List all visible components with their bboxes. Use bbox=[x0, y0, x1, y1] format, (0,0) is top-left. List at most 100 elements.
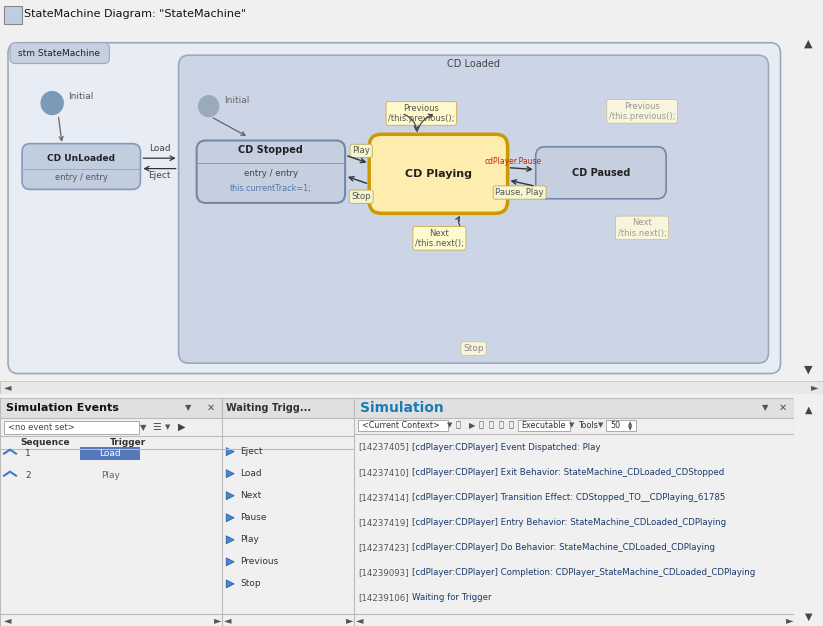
Text: Previous
/this.previous();: Previous /this.previous(); bbox=[609, 101, 675, 121]
Text: [cdPlayer:CDPlayer] Event Dispatched: Play: [cdPlayer:CDPlayer] Event Dispatched: Pl… bbox=[412, 443, 601, 451]
Text: Load: Load bbox=[149, 144, 170, 153]
FancyBboxPatch shape bbox=[22, 143, 141, 190]
Text: Stop: Stop bbox=[463, 344, 484, 353]
Text: ▼: ▼ bbox=[805, 612, 812, 622]
Text: entry / entry: entry / entry bbox=[244, 169, 298, 178]
Text: [14237410]: [14237410] bbox=[358, 468, 409, 476]
FancyBboxPatch shape bbox=[10, 43, 109, 64]
Text: ◄: ◄ bbox=[356, 615, 364, 625]
Text: Play: Play bbox=[100, 471, 119, 480]
Text: [14239093]: [14239093] bbox=[358, 568, 408, 577]
Text: ►: ► bbox=[811, 382, 819, 393]
Text: <no event set>: <no event set> bbox=[8, 423, 75, 431]
Text: <Current Context>: <Current Context> bbox=[362, 421, 439, 429]
FancyBboxPatch shape bbox=[8, 43, 780, 374]
Polygon shape bbox=[226, 580, 235, 588]
Text: [14237414]: [14237414] bbox=[358, 493, 409, 501]
Text: Tools: Tools bbox=[578, 421, 597, 429]
Text: CD Paused: CD Paused bbox=[572, 168, 630, 178]
Text: Waiting Trigg...: Waiting Trigg... bbox=[226, 403, 311, 413]
Text: 2: 2 bbox=[25, 471, 30, 480]
FancyBboxPatch shape bbox=[358, 419, 448, 431]
Text: ◄: ◄ bbox=[224, 615, 232, 625]
Text: [cdPlayer:CDPlayer] Completion: CDPlayer_StateMachine_CDLoaded_CDPlaying: [cdPlayer:CDPlayer] Completion: CDPlayer… bbox=[412, 568, 756, 577]
Text: Eject: Eject bbox=[240, 447, 263, 456]
FancyBboxPatch shape bbox=[518, 419, 570, 431]
Text: Previous
/this.previous();: Previous /this.previous(); bbox=[388, 104, 454, 123]
Text: Initial: Initial bbox=[68, 92, 94, 101]
FancyBboxPatch shape bbox=[606, 419, 636, 431]
Text: ►: ► bbox=[786, 615, 793, 625]
Text: Sequence: Sequence bbox=[20, 438, 70, 447]
Text: ▼: ▼ bbox=[569, 422, 574, 428]
Text: ▶: ▶ bbox=[178, 422, 186, 432]
Text: ◄: ◄ bbox=[4, 382, 12, 393]
Text: Pause, Play: Pause, Play bbox=[495, 188, 544, 197]
Text: Stop: Stop bbox=[240, 580, 261, 588]
Text: ⏭: ⏭ bbox=[489, 421, 494, 429]
Text: ▲: ▲ bbox=[628, 421, 632, 426]
Text: ►: ► bbox=[346, 615, 353, 625]
Text: ▼: ▼ bbox=[185, 403, 192, 412]
Text: Previous: Previous bbox=[240, 557, 278, 567]
FancyBboxPatch shape bbox=[4, 421, 139, 434]
Text: Simulation Events: Simulation Events bbox=[6, 403, 119, 413]
Text: Pause: Pause bbox=[240, 513, 267, 522]
Text: ▼: ▼ bbox=[628, 426, 632, 431]
Text: Play: Play bbox=[352, 146, 370, 155]
Polygon shape bbox=[226, 536, 235, 544]
FancyBboxPatch shape bbox=[354, 418, 794, 433]
Text: [cdPlayer:CDPlayer] Transition Effect: CDStopped_TO__CDPlaying_61785: [cdPlayer:CDPlayer] Transition Effect: C… bbox=[412, 493, 725, 501]
Text: ⏮: ⏮ bbox=[499, 421, 504, 429]
FancyBboxPatch shape bbox=[179, 55, 769, 363]
Circle shape bbox=[198, 96, 219, 116]
Text: 🔍: 🔍 bbox=[456, 421, 461, 429]
Text: [cdPlayer:CDPlayer] Entry Behavior: StateMachine_CDLoaded_CDPlaying: [cdPlayer:CDPlayer] Entry Behavior: Stat… bbox=[412, 518, 726, 526]
Text: ⏹: ⏹ bbox=[509, 421, 514, 429]
Text: [14237423]: [14237423] bbox=[358, 543, 409, 552]
FancyBboxPatch shape bbox=[354, 398, 794, 418]
Text: [14237405]: [14237405] bbox=[358, 443, 409, 451]
Text: Executable: Executable bbox=[521, 421, 565, 429]
FancyBboxPatch shape bbox=[536, 146, 666, 199]
Text: Next: Next bbox=[240, 491, 262, 500]
Text: CD Playing: CD Playing bbox=[405, 169, 472, 179]
FancyBboxPatch shape bbox=[370, 135, 508, 213]
FancyBboxPatch shape bbox=[80, 446, 140, 459]
Text: ▼: ▼ bbox=[803, 365, 812, 375]
Text: [cdPlayer:CDPlayer] Do Behavior: StateMachine_CDLoaded_CDPlaying: [cdPlayer:CDPlayer] Do Behavior: StateMa… bbox=[412, 543, 715, 552]
FancyBboxPatch shape bbox=[4, 6, 22, 24]
Polygon shape bbox=[226, 448, 235, 456]
Text: ☰: ☰ bbox=[152, 422, 160, 432]
Text: Play: Play bbox=[240, 535, 259, 545]
Text: entry / entry: entry / entry bbox=[55, 173, 108, 182]
Text: Next
/this.next();: Next /this.next(); bbox=[415, 228, 464, 248]
Text: ▼: ▼ bbox=[762, 403, 769, 412]
FancyBboxPatch shape bbox=[222, 398, 354, 418]
Text: ▲: ▲ bbox=[805, 404, 812, 414]
Text: StateMachine Diagram: "StateMachine": StateMachine Diagram: "StateMachine" bbox=[24, 9, 246, 19]
FancyBboxPatch shape bbox=[0, 398, 222, 418]
Text: 1: 1 bbox=[25, 449, 30, 458]
Text: Next
/this.next();: Next /this.next(); bbox=[617, 218, 667, 238]
Text: ▼: ▼ bbox=[598, 422, 603, 428]
Polygon shape bbox=[226, 491, 235, 500]
Text: cdPlayer.Pause: cdPlayer.Pause bbox=[485, 157, 542, 166]
Text: ◄: ◄ bbox=[4, 615, 12, 625]
Text: Load: Load bbox=[100, 449, 121, 458]
Text: CD UnLoaded: CD UnLoaded bbox=[47, 154, 115, 163]
Text: Eject: Eject bbox=[148, 171, 170, 180]
Text: stm StateMachine: stm StateMachine bbox=[18, 49, 100, 58]
Text: ►: ► bbox=[214, 615, 221, 625]
Polygon shape bbox=[226, 514, 235, 522]
Text: [14239106]: [14239106] bbox=[358, 593, 408, 602]
Text: Load: Load bbox=[240, 469, 262, 478]
Text: Simulation: Simulation bbox=[360, 401, 444, 414]
Polygon shape bbox=[226, 558, 235, 566]
Text: [cdPlayer:CDPlayer] Exit Behavior: StateMachine_CDLoaded_CDStopped: [cdPlayer:CDPlayer] Exit Behavior: State… bbox=[412, 468, 724, 476]
Text: ▼: ▼ bbox=[165, 424, 170, 430]
Text: 50: 50 bbox=[610, 421, 621, 429]
Text: ▼: ▼ bbox=[140, 423, 146, 431]
Text: ✕: ✕ bbox=[207, 403, 216, 413]
Text: ⏸: ⏸ bbox=[479, 421, 484, 429]
